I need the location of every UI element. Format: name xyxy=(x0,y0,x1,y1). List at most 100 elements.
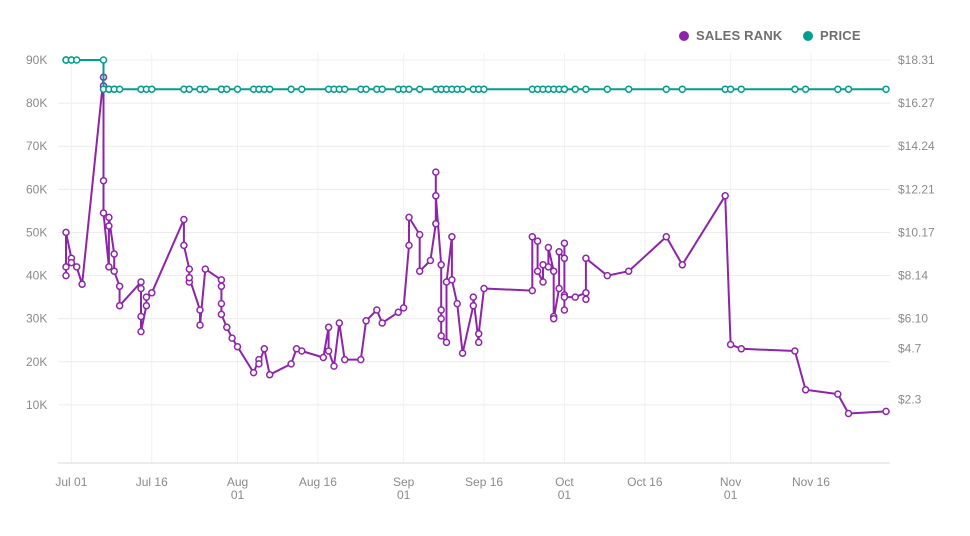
data-point-sales-rank[interactable] xyxy=(437,332,445,340)
data-point-price[interactable] xyxy=(801,85,810,93)
data-point-sales-rank[interactable] xyxy=(571,293,579,301)
data-point-sales-rank[interactable] xyxy=(217,299,226,308)
data-point-sales-rank[interactable] xyxy=(801,386,810,394)
data-point-sales-rank[interactable] xyxy=(582,295,590,304)
data-point-price[interactable] xyxy=(458,85,467,93)
data-point-sales-rank[interactable] xyxy=(335,319,344,327)
data-point-price[interactable] xyxy=(148,85,156,93)
data-point-sales-rank[interactable] xyxy=(319,353,328,362)
data-point-sales-rank[interactable] xyxy=(110,267,118,275)
data-point-sales-rank[interactable] xyxy=(469,301,478,310)
data-point-sales-rank[interactable] xyxy=(115,301,124,310)
data-point-sales-rank[interactable] xyxy=(78,280,86,288)
data-point-sales-rank[interactable] xyxy=(624,267,633,275)
data-point-sales-rank[interactable] xyxy=(555,248,563,256)
data-point-sales-rank[interactable] xyxy=(255,360,263,368)
data-point-sales-rank[interactable] xyxy=(180,215,188,224)
data-point-sales-rank[interactable] xyxy=(330,362,338,370)
data-point-sales-rank[interactable] xyxy=(448,233,456,241)
data-point-sales-rank[interactable] xyxy=(196,321,204,329)
data-point-price[interactable] xyxy=(223,85,231,93)
data-point-sales-rank[interactable] xyxy=(474,330,483,338)
data-point-sales-rank[interactable] xyxy=(228,334,236,342)
data-point-price[interactable] xyxy=(882,85,890,93)
data-point-price[interactable] xyxy=(582,85,590,93)
data-point-price[interactable] xyxy=(480,85,488,93)
data-point-sales-rank[interactable] xyxy=(137,278,145,286)
data-point-sales-rank[interactable] xyxy=(528,286,537,295)
data-point-sales-rank[interactable] xyxy=(560,254,569,263)
data-point-sales-rank[interactable] xyxy=(437,261,445,269)
data-point-sales-rank[interactable] xyxy=(582,289,590,297)
data-point-sales-rank[interactable] xyxy=(99,176,108,185)
data-point-sales-rank[interactable] xyxy=(560,239,569,247)
data-point-sales-rank[interactable] xyxy=(287,360,295,368)
data-point-price[interactable] xyxy=(678,85,687,93)
data-point-sales-rank[interactable] xyxy=(399,304,408,312)
data-point-sales-rank[interactable] xyxy=(62,263,70,271)
data-point-sales-rank[interactable] xyxy=(480,284,488,293)
data-point-sales-rank[interactable] xyxy=(555,284,563,293)
data-point-sales-rank[interactable] xyxy=(233,342,242,351)
data-point-sales-rank[interactable] xyxy=(791,347,799,355)
data-point-sales-rank[interactable] xyxy=(105,222,113,230)
data-point-sales-rank[interactable] xyxy=(265,370,274,379)
data-point-sales-rank[interactable] xyxy=(405,241,413,250)
data-point-sales-rank[interactable] xyxy=(560,306,569,314)
data-point-sales-rank[interactable] xyxy=(678,261,687,269)
data-point-sales-rank[interactable] xyxy=(105,213,113,222)
data-point-price[interactable] xyxy=(737,85,746,93)
data-point-sales-rank[interactable] xyxy=(142,293,151,301)
data-point-sales-rank[interactable] xyxy=(469,293,478,301)
data-point-sales-rank[interactable] xyxy=(432,168,440,176)
data-point-price[interactable] xyxy=(405,85,413,93)
data-point-sales-rank[interactable] xyxy=(137,327,145,336)
data-point-price[interactable] xyxy=(726,85,735,93)
data-point-sales-rank[interactable] xyxy=(539,278,547,286)
data-point-sales-rank[interactable] xyxy=(432,192,440,200)
data-point-sales-rank[interactable] xyxy=(437,314,445,323)
data-point-sales-rank[interactable] xyxy=(62,271,70,280)
data-point-price[interactable] xyxy=(603,85,612,93)
legend-item-price[interactable]: PRICE xyxy=(803,28,861,43)
data-point-sales-rank[interactable] xyxy=(249,368,258,377)
data-point-sales-rank[interactable] xyxy=(882,407,890,416)
data-point-price[interactable] xyxy=(378,85,386,93)
data-point-price[interactable] xyxy=(233,85,242,93)
data-point-sales-rank[interactable] xyxy=(373,306,381,314)
data-point-sales-rank[interactable] xyxy=(726,340,735,349)
data-point-price[interactable] xyxy=(201,85,210,93)
data-point-sales-rank[interactable] xyxy=(148,289,156,297)
data-point-sales-rank[interactable] xyxy=(201,265,210,273)
data-point-sales-rank[interactable] xyxy=(362,317,370,325)
data-point-sales-rank[interactable] xyxy=(378,319,386,327)
data-point-sales-rank[interactable] xyxy=(442,338,451,347)
data-point-sales-rank[interactable] xyxy=(844,409,853,418)
data-point-sales-rank[interactable] xyxy=(415,267,424,275)
data-point-sales-rank[interactable] xyxy=(737,345,746,353)
data-point-price[interactable] xyxy=(72,56,81,64)
data-point-price[interactable] xyxy=(415,85,424,93)
data-point-sales-rank[interactable] xyxy=(405,213,413,222)
data-point-sales-rank[interactable] xyxy=(217,282,226,291)
data-point-price[interactable] xyxy=(662,85,671,93)
data-point-price[interactable] xyxy=(834,85,842,93)
data-point-sales-rank[interactable] xyxy=(437,306,445,314)
data-point-sales-rank[interactable] xyxy=(721,192,729,200)
data-point-sales-rank[interactable] xyxy=(549,314,558,323)
data-point-price[interactable] xyxy=(185,85,194,93)
data-point-sales-rank[interactable] xyxy=(67,258,76,267)
data-point-sales-rank[interactable] xyxy=(115,282,124,291)
data-point-sales-rank[interactable] xyxy=(137,312,145,321)
data-point-sales-rank[interactable] xyxy=(603,271,612,280)
data-point-sales-rank[interactable] xyxy=(474,338,483,347)
legend-item-sales-rank[interactable]: SALES RANK xyxy=(679,28,783,43)
data-point-sales-rank[interactable] xyxy=(458,349,467,357)
data-point-sales-rank[interactable] xyxy=(324,323,333,332)
data-point-sales-rank[interactable] xyxy=(560,293,569,301)
data-point-sales-rank[interactable] xyxy=(544,243,553,252)
data-point-price[interactable] xyxy=(571,85,579,93)
data-point-sales-rank[interactable] xyxy=(298,347,306,355)
data-point-sales-rank[interactable] xyxy=(105,263,113,271)
data-point-sales-rank[interactable] xyxy=(549,267,558,275)
